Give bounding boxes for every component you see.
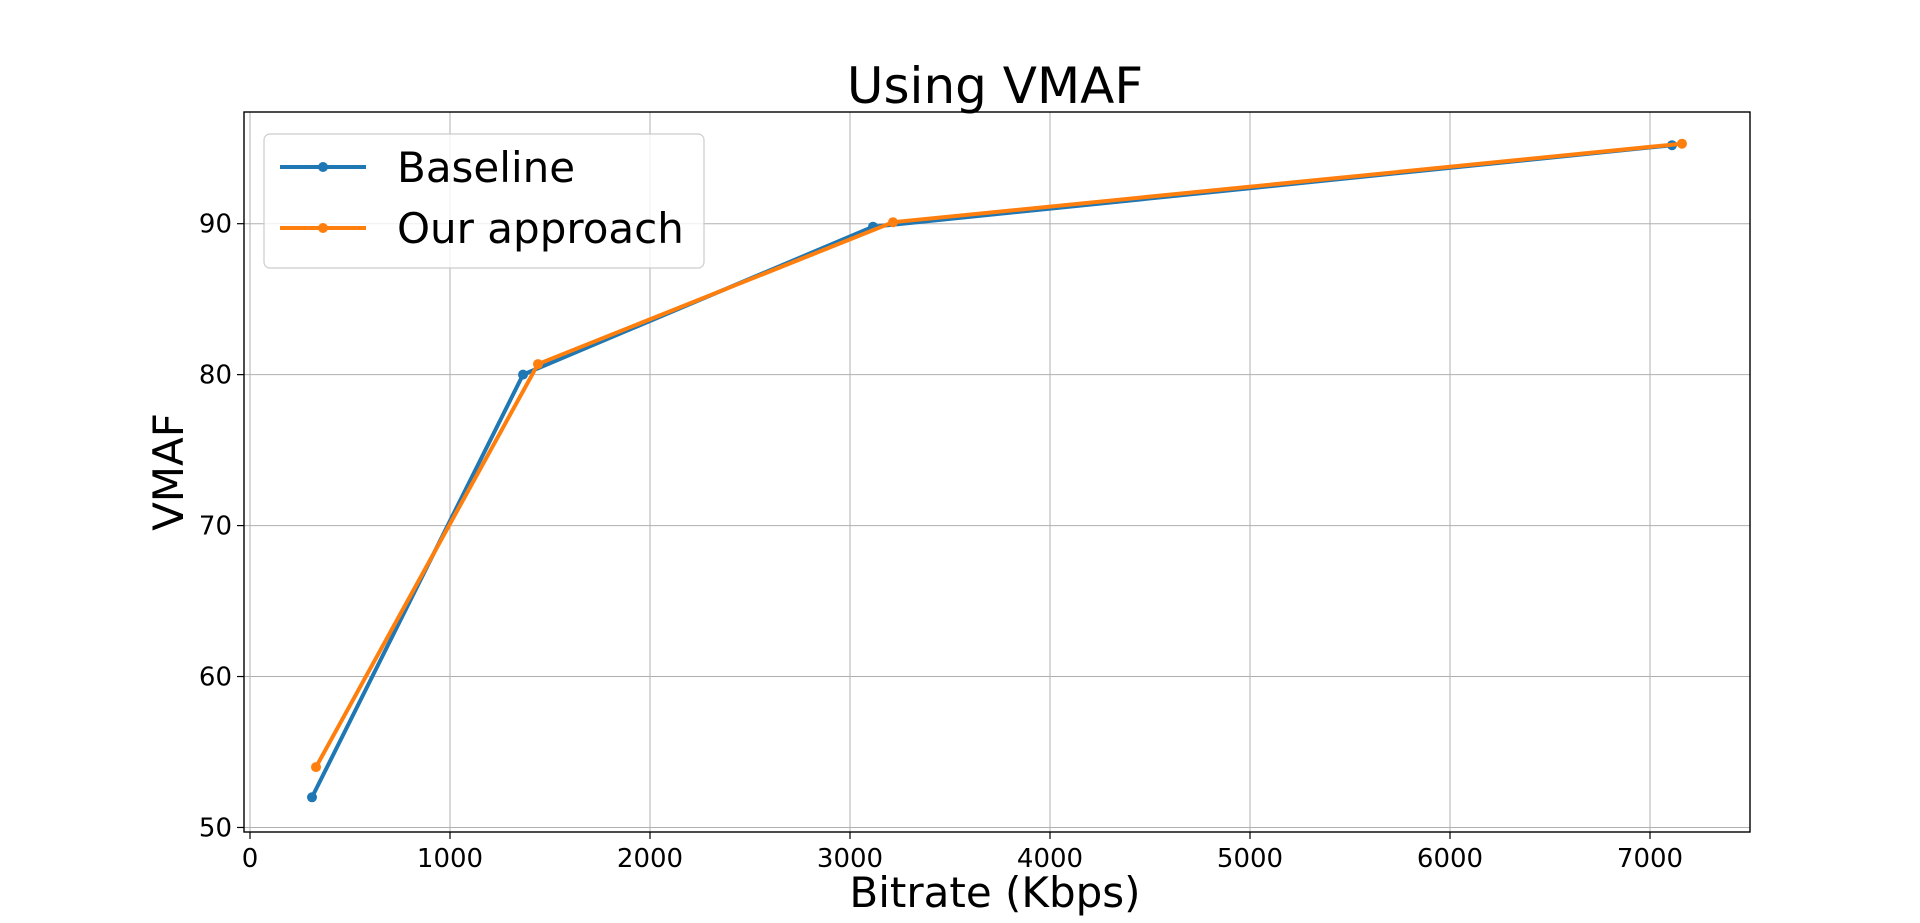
legend-label-our-approach: Our approach	[397, 204, 684, 253]
y-axis-label: VMAF	[144, 413, 193, 531]
x-tick-label: 3000	[817, 844, 883, 874]
legend-marker-our-approach	[318, 223, 328, 233]
x-tick-label: 2000	[617, 844, 683, 874]
data-point-baseline	[307, 792, 317, 803]
data-point-our-approach	[533, 359, 543, 370]
series-layer	[307, 138, 1687, 803]
x-tick-label: 4000	[1017, 844, 1083, 874]
x-tick-label: 7000	[1617, 844, 1683, 874]
legend-label-baseline: Baseline	[397, 143, 575, 192]
series-our-approach	[311, 138, 1687, 773]
x-tick-label: 5000	[1217, 844, 1283, 874]
x-tick-label: 6000	[1417, 844, 1483, 874]
y-tick-label: 60	[199, 663, 232, 693]
y-tick-label: 70	[199, 512, 232, 542]
legend-marker-baseline	[318, 162, 328, 172]
x-axis-label: Bitrate (Kbps)	[849, 868, 1140, 917]
series-line-our-approach	[314, 141, 1684, 770]
x-tick-label: 0	[242, 844, 259, 874]
plot-frame	[243, 111, 1751, 833]
y-axis: 50 60 70 80 90	[199, 210, 244, 843]
data-point-our-approach	[1677, 138, 1687, 149]
legend-box	[263, 133, 705, 269]
x-axis: 0 1000 2000 3000 4000 5000 6000 7000	[242, 832, 1683, 874]
y-tick-label: 50	[199, 813, 232, 843]
y-tick-label: 80	[199, 361, 232, 391]
chart-title: Using VMAF	[847, 57, 1143, 115]
data-point-baseline	[518, 369, 528, 380]
data-point-our-approach	[311, 762, 321, 773]
grid	[244, 112, 1750, 832]
y-tick-label: 90	[199, 210, 232, 240]
legend: Baseline Our approach	[263, 133, 705, 269]
data-point-our-approach	[888, 217, 898, 228]
x-tick-label: 1000	[417, 844, 483, 874]
